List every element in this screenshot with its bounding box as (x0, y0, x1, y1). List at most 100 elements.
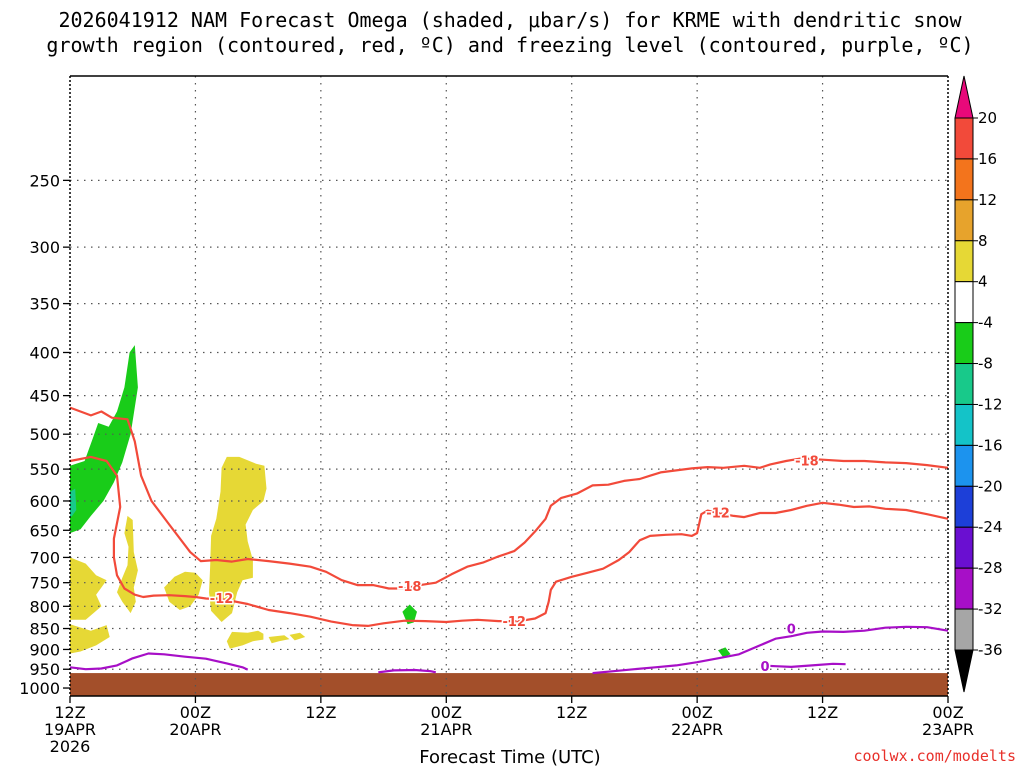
y-tick-label-650: 650 (29, 521, 60, 540)
x-tick-label-0-line2: 19APR (44, 720, 96, 739)
omega-region-yellow-3 (117, 515, 138, 614)
colorbar-label-3: 8 (978, 232, 988, 250)
colorbar-label-6: -8 (978, 355, 993, 373)
contour-label-dgz-top-1: -18 (795, 454, 819, 469)
colorbar-bin--4-to-4 (954, 281, 974, 324)
x-tick-label-0-line3: 2026 (50, 737, 91, 756)
x-tick-label-12-line1: 00Z (180, 703, 211, 722)
contour-freezing-level-d (759, 662, 846, 668)
x-tick-label-24-line1: 12Z (305, 703, 336, 722)
chart-title-line-2: growth region (contoured, red, ºC) and f… (46, 33, 973, 57)
credit-watermark: coolwx.com/modelts (853, 747, 1016, 765)
contour-label-dgz-bottom-1: -12 (502, 615, 526, 630)
colorbar-bin-12-to-16 (954, 158, 974, 201)
colorbar-top-arrow (954, 75, 974, 119)
x-tick-label-60-line1: 00Z (681, 703, 712, 722)
contour-label-dgz-bottom-2: -12 (706, 506, 730, 521)
colorbar-label-7: -12 (978, 395, 1003, 413)
y-tick-label-1000: 1000 (19, 679, 60, 698)
y-tick-label-300: 300 (29, 238, 60, 257)
colorbar-bin--8-to--4 (954, 322, 974, 365)
plot-area (70, 76, 948, 696)
colorbar-bin--20-to--16 (954, 444, 974, 487)
contour-label-freezing-level-c-0: 0 (787, 623, 796, 638)
y-axis-pressure: 2503003504004505005506006507007508008509… (19, 171, 70, 698)
omega-region-yellow-7 (268, 635, 290, 644)
y-tick-label-450: 450 (29, 387, 60, 406)
omega-region-yellow-2 (70, 624, 110, 654)
colorbar-label-13: -36 (978, 641, 1003, 659)
x-tick-label-36-line2: 21APR (420, 720, 472, 739)
colorbar-label-0: 20 (978, 109, 997, 127)
y-tick-label-700: 700 (29, 548, 60, 567)
omega-region-green-blob-22apr (693, 645, 771, 672)
x-tick-label-0-line1: 12Z (54, 703, 85, 722)
omega-region-yellow-8 (289, 632, 306, 641)
colorbar-bin--12-to--8 (954, 363, 974, 405)
x-axis-title: Forecast Time (UTC) (419, 747, 600, 768)
colorbar-bin-4-to-8 (954, 240, 974, 283)
contour-freezing-level-b (378, 668, 437, 674)
colorbar-label-10: -24 (978, 518, 1003, 536)
contour-dgz-top (69, 406, 949, 590)
omega-region-cyan-core (70, 488, 77, 518)
ground-surface (70, 673, 948, 696)
contour-freezing-level-a (69, 652, 249, 671)
plot-background (70, 76, 948, 696)
y-tick-label-950: 950 (29, 660, 60, 679)
omega-region-yellow-1 (70, 557, 107, 620)
contour-dgz-bottom (69, 455, 949, 627)
colorbar-label-11: -28 (978, 559, 1003, 577)
colorbar-label-5: -4 (978, 314, 993, 332)
omega-region-green-dot (326, 638, 337, 644)
omega-region-green-small-22apr (697, 517, 711, 541)
omega-region-yellow-4 (164, 571, 203, 610)
colorbar-bin-8-to-12 (954, 199, 974, 242)
colorbar-bin-16-to-20 (954, 117, 974, 160)
colorbar-label-1: 16 (978, 150, 997, 168)
y-tick-label-250: 250 (29, 171, 60, 190)
x-tick-label-36-line1: 00Z (431, 703, 462, 722)
y-tick-label-550: 550 (29, 460, 60, 479)
y-tick-label-350: 350 (29, 295, 60, 314)
colorbar-label-12: -32 (978, 600, 1003, 618)
y-tick-label-600: 600 (29, 492, 60, 511)
omega-shading-layer (70, 308, 943, 672)
y-tick-label-800: 800 (29, 597, 60, 616)
contour-freezing-level-c (592, 625, 949, 675)
plot-frame (69, 75, 949, 697)
x-tick-label-84-line1: 00Z (932, 703, 963, 722)
x-tick-label-48-line1: 12Z (556, 703, 587, 722)
x-tick-label-60-line2: 22APR (671, 720, 723, 739)
x-tick-label-12-line2: 20APR (169, 720, 221, 739)
contour-label-dgz-bottom-0: -12 (210, 592, 234, 607)
x-tick-label-84-line2: 23APR (922, 720, 974, 739)
colorbar-label-2: 12 (978, 191, 997, 209)
colorbar-bin--28-to--24 (954, 526, 974, 569)
colorbar-bin--32-to--28 (954, 567, 974, 610)
omega-region-yellow-6 (226, 630, 264, 649)
chart-title-line-1: 2026041912 NAM Forecast Omega (shaded, μ… (58, 8, 962, 32)
y-tick-label-850: 850 (29, 620, 60, 639)
colorbar-bin--16-to--12 (954, 403, 974, 446)
ground-layer (70, 673, 948, 696)
omega-region-teal-blob-21apr (402, 604, 417, 625)
y-tick-label-900: 900 (29, 640, 60, 659)
x-tick-label-72-line1: 12Z (807, 703, 838, 722)
colorbar-bin--24-to--20 (954, 485, 974, 528)
y-tick-label-500: 500 (29, 425, 60, 444)
omega-region-yellow-5 (209, 456, 267, 622)
colorbar-label-9: -20 (978, 477, 1003, 495)
omega-region-teal-plume (70, 345, 138, 534)
colorbar-bin--36-to--32 (954, 608, 974, 651)
contour-layer: -18 -18 -12 -12 -12 0 0 (69, 406, 949, 677)
y-tick-label-400: 400 (29, 343, 60, 362)
contour-label-freezing-level-d-0: 0 (761, 660, 770, 675)
colorbar-legend: 20 16 12 8 4 -4 -8 -12 -16 -20 -24 -28 -32 -36 (954, 75, 1003, 693)
y-tick-label-750: 750 (29, 574, 60, 593)
colorbar-label-4: 4 (978, 273, 988, 291)
colorbar-bottom-arrow (954, 649, 974, 693)
colorbar-label-8: -16 (978, 436, 1003, 454)
contour-label-dgz-top-0: -18 (398, 580, 422, 595)
